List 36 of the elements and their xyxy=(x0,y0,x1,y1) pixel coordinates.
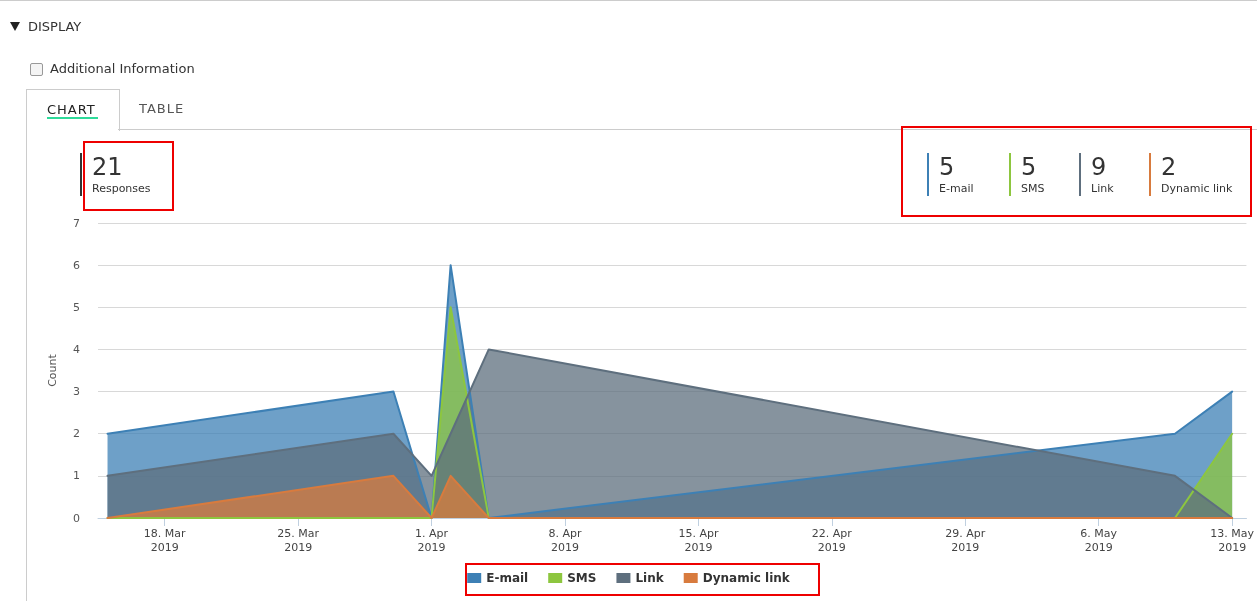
text: 5 xyxy=(1021,153,1038,181)
x-tick-label: 6. May 2019 xyxy=(1080,526,1118,554)
x-tick-label: 29. Apr 2019 xyxy=(945,526,986,554)
y-tick-label: 0 xyxy=(73,511,80,525)
x-tick-label: 22. Apr 2019 xyxy=(811,526,853,554)
legend-label: SMS xyxy=(567,571,597,585)
x-tick-label: 13. May 2019 xyxy=(1210,526,1255,554)
x-tick-label: 8. Apr 2019 xyxy=(548,526,582,554)
x-tick-label: 15. Apr 2019 xyxy=(678,526,719,554)
legend-label: Dynamic link xyxy=(702,571,791,585)
text: TABLE xyxy=(139,101,185,116)
text: Dynamic link xyxy=(1161,181,1233,196)
y-tick-label: 1 xyxy=(73,469,80,483)
text: SMS xyxy=(1021,181,1045,196)
text: E-mail xyxy=(939,181,974,196)
x-tick-label: 18. Mar 2019 xyxy=(143,526,187,554)
x-tick-label: 25. Mar 2019 xyxy=(277,526,320,554)
text: 9 xyxy=(1091,153,1108,181)
text: CHART xyxy=(47,102,96,117)
y-axis-title: Count xyxy=(46,353,59,387)
y-tick-label: 4 xyxy=(73,342,80,356)
text: 5 xyxy=(939,153,956,181)
y-tick-label: 3 xyxy=(73,385,80,399)
x-tick-label: 1. Apr 2019 xyxy=(415,526,449,554)
text: Link xyxy=(1091,181,1114,196)
text: Responses xyxy=(92,181,151,196)
text: 2 xyxy=(1161,153,1178,181)
legend-label: Link xyxy=(635,571,665,585)
y-tick-label: 5 xyxy=(73,300,80,314)
y-tick-label: 2 xyxy=(73,427,80,441)
text: Additional Information xyxy=(50,61,195,76)
text: 21 xyxy=(92,153,124,181)
legend-label: E-mail xyxy=(486,571,529,585)
text: DISPLAY xyxy=(28,19,82,34)
y-tick-label: 6 xyxy=(73,258,80,272)
y-tick-label: 7 xyxy=(73,216,80,230)
